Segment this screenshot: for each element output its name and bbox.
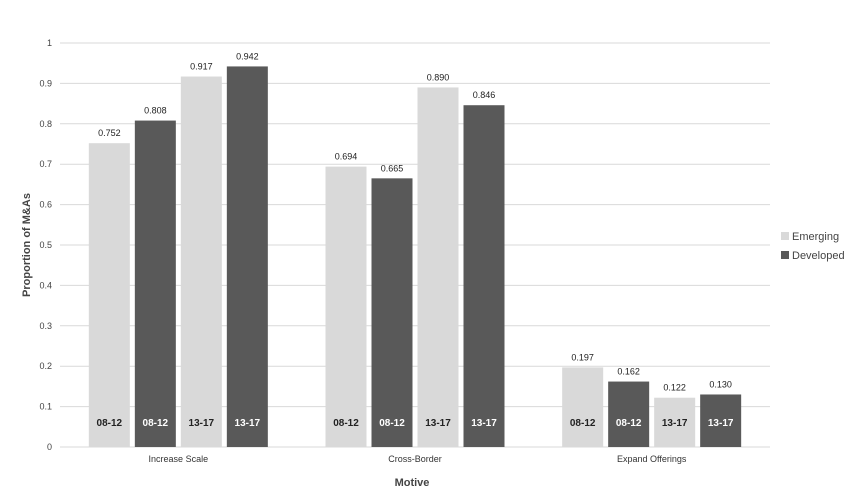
data-label: 0.917: [190, 62, 213, 72]
y-axis-title: Proportion of M&As: [21, 193, 33, 297]
y-tick-label: 0.2: [39, 361, 52, 371]
y-tick-label: 0.1: [39, 402, 52, 412]
legend-swatch: [781, 232, 789, 240]
period-label: 08-12: [616, 418, 642, 429]
legend-label: Emerging: [792, 231, 839, 243]
y-tick-label: 0.8: [39, 119, 52, 129]
bar-developed: [463, 105, 505, 447]
y-tick-label: 1: [47, 38, 52, 48]
x-axis-title: Motive: [395, 477, 430, 489]
bar-developed: [371, 178, 413, 447]
bar-emerging: [325, 166, 367, 447]
bar-developed: [700, 394, 742, 447]
x-tick-label: Cross-Border: [388, 454, 442, 464]
y-tick-label: 0.3: [39, 321, 52, 331]
data-label: 0.694: [335, 152, 358, 162]
bar-developed: [608, 381, 650, 447]
bar-emerging: [562, 367, 604, 447]
y-tick-label: 0.6: [39, 200, 52, 210]
period-label: 13-17: [189, 418, 215, 429]
bar-emerging: [88, 143, 130, 447]
data-label: 0.197: [571, 352, 594, 362]
y-axis-ticks: 0 0.1 0.2 0.3 0.4 0.5 0.6 0.7 0.8 0.9 1: [39, 38, 52, 452]
data-label: 0.808: [144, 106, 167, 116]
gridlines: [60, 42, 770, 448]
legend: Emerging Developed: [781, 231, 845, 262]
bar-developed: [226, 66, 268, 447]
data-label: 0.942: [236, 51, 259, 61]
x-tick-label: Increase Scale: [149, 454, 209, 464]
bar-emerging: [654, 397, 696, 447]
period-label: 13-17: [235, 418, 261, 429]
y-tick-label: 0: [47, 442, 52, 452]
y-tick-label: 0.4: [39, 280, 52, 290]
data-label: 0.130: [709, 379, 732, 389]
y-tick-label: 0.5: [39, 240, 52, 250]
period-label: 13-17: [708, 418, 734, 429]
data-label: 0.890: [427, 72, 450, 82]
legend-swatch: [781, 251, 789, 259]
data-label: 0.846: [473, 90, 496, 100]
period-label: 13-17: [662, 418, 688, 429]
period-label: 08-12: [379, 418, 405, 429]
data-label: 0.752: [98, 128, 121, 138]
y-tick-label: 0.9: [39, 78, 52, 88]
data-label: 0.665: [381, 163, 404, 173]
x-tick-label: Expand Offerings: [617, 454, 687, 464]
period-label: 08-12: [143, 418, 169, 429]
data-label: 0.122: [663, 383, 686, 393]
x-axis-categories: Increase Scale Cross-Border Expand Offerin…: [149, 454, 687, 464]
bar-emerging: [417, 87, 459, 447]
period-label: 13-17: [425, 418, 451, 429]
period-label: 08-12: [97, 418, 123, 429]
legend-label: Developed: [792, 250, 845, 262]
period-label: 08-12: [570, 418, 596, 429]
y-tick-label: 0.7: [39, 159, 52, 169]
bar-developed: [134, 120, 176, 448]
period-label: 13-17: [471, 418, 497, 429]
bar-emerging: [180, 76, 222, 448]
bars: 0.752 08-12 0.808 08-12 0.917 13-17 0.942 13-17…: [88, 51, 742, 448]
data-label: 0.162: [617, 367, 640, 377]
period-label: 08-12: [333, 418, 359, 429]
